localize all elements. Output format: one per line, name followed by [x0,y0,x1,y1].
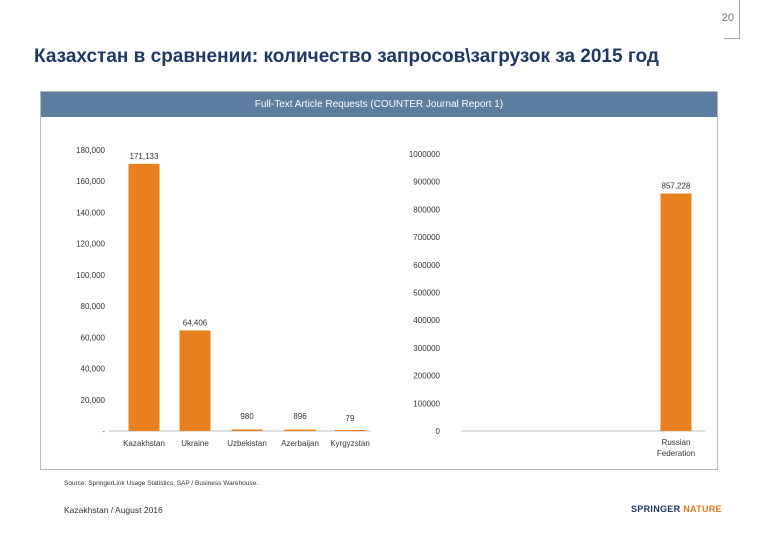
category-label: Ukraine [181,439,209,448]
slide-number: 20 [721,12,734,24]
data-label: 64,406 [183,318,208,327]
chart-header: Full-Text Article Requests (COUNTER Jour… [41,92,717,117]
data-label: 79 [346,414,355,423]
right-ytick-label: 200000 [413,372,440,381]
chart-svg: - 20,000 40,000 60,000 80,000 100,000 120,000 1… [76,146,705,458]
left-ytick-label: 20,000 [81,396,106,405]
category-label: Federation [657,449,695,458]
bar-uzbekistan [231,429,263,431]
left-ytick-label: 80,000 [81,302,106,311]
left-ytick-label: - [102,427,105,436]
left-ytick-label: 60,000 [81,333,106,342]
bar-azerbaijan [284,429,316,431]
right-ytick-label: 500000 [413,289,440,298]
right-ytick-label: 0 [436,427,441,436]
bar-ukraine [179,330,211,431]
left-ytick-label: 180,000 [76,146,105,155]
logo-part2: NATURE [683,504,722,514]
category-label: Uzbekistan [227,439,267,448]
source-note: Source: SpringerLink Usage Statistics, S… [64,480,259,487]
category-label: Kazakhstan [123,439,165,448]
page-title: Казахстан в сравнении: количество запрос… [34,46,659,67]
left-ytick-label: 160,000 [76,177,105,186]
bar-russian-federation [660,193,692,431]
data-label: 857,228 [662,182,691,191]
right-ytick-label: 900000 [413,178,440,187]
left-ytick-label: 100,000 [76,271,105,280]
corner-decoration [739,0,740,38]
data-label: 171,133 [130,152,159,161]
left-ytick-label: 120,000 [76,240,105,249]
right-ytick-label: 100000 [413,399,440,408]
left-ytick-label: 140,000 [76,208,105,217]
footer-text: Kazakhstan / August 2016 [64,505,163,515]
right-ytick-label: 1000000 [409,150,441,159]
category-label: Russian [662,438,691,447]
bar-kyrgyzstan [334,430,366,431]
data-label: 896 [293,412,307,421]
right-ytick-label: 300000 [413,344,440,353]
right-ytick-label: 700000 [413,233,440,242]
springer-nature-logo: SPRINGER NATURE [631,504,722,514]
right-ytick-label: 400000 [413,316,440,325]
right-ytick-label: 800000 [413,205,440,214]
category-label: Kyrgyzstan [330,439,370,448]
bar-kazakhstan [128,163,160,431]
data-label: 980 [240,412,254,421]
category-label: Azerbaijan [281,439,319,448]
chart-frame: Full-Text Article Requests (COUNTER Jour… [40,91,718,470]
left-ytick-label: 40,000 [81,365,106,374]
right-ytick-label: 600000 [413,261,440,270]
logo-part1: SPRINGER [631,504,681,514]
corner-decoration-h [724,38,740,39]
